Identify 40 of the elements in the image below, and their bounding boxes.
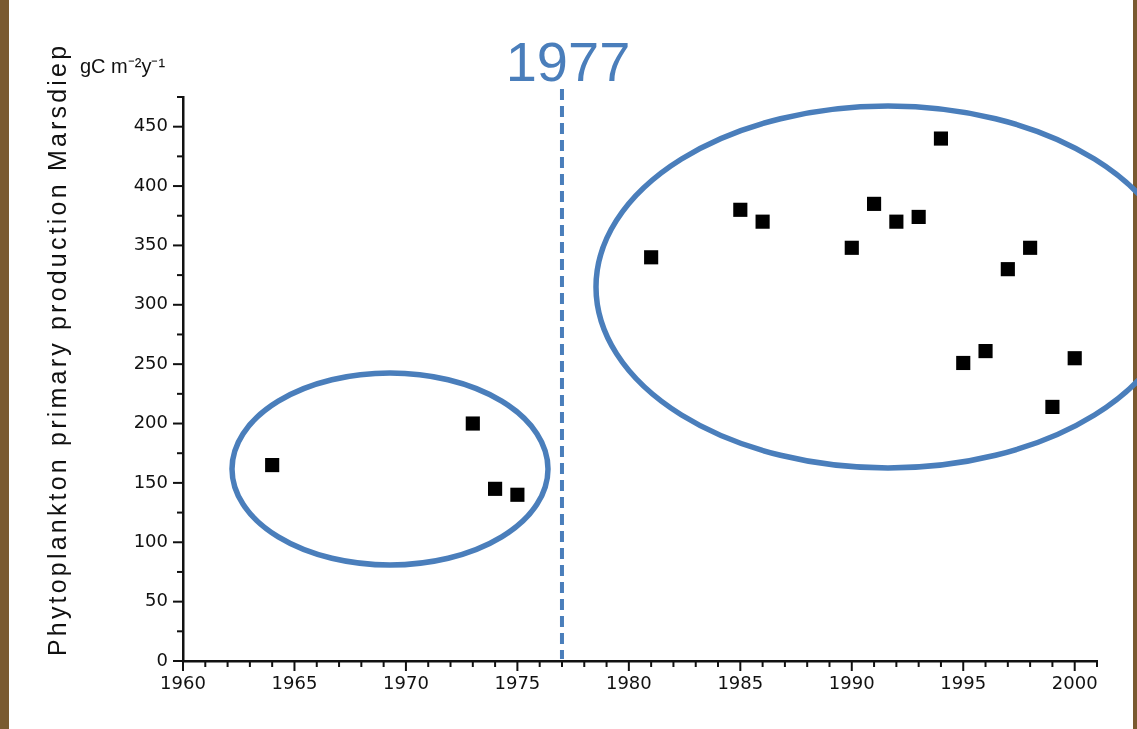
- y-tick-label: 50: [145, 589, 168, 611]
- y-axis-title: Phytoplankton primary production Marsdiep: [42, 42, 72, 656]
- point: [911, 209, 926, 224]
- x-tick-label: 1975: [494, 672, 541, 694]
- point: [956, 355, 971, 371]
- x-tick-label: 1990: [828, 672, 875, 694]
- y-tick-label: 100: [133, 529, 168, 551]
- y-tick-label: 400: [133, 173, 168, 195]
- point: [755, 214, 770, 229]
- point: [488, 481, 503, 496]
- x-tick-label: 1985: [717, 672, 764, 694]
- point: [844, 240, 859, 255]
- point: [644, 250, 659, 265]
- y-tick-label: 200: [133, 411, 168, 433]
- y-tick-label: 250: [133, 351, 168, 373]
- y-tick-label: 450: [133, 114, 168, 136]
- x-tick-label: 1970: [383, 672, 429, 694]
- point: [1000, 262, 1015, 277]
- point: [1023, 240, 1038, 255]
- point: [978, 344, 993, 359]
- point: [733, 202, 748, 217]
- point: [1067, 351, 1082, 366]
- point: [933, 131, 949, 146]
- ref-line-label: 1977: [505, 30, 631, 93]
- point: [867, 196, 882, 211]
- x-tick-label: 1995: [940, 672, 987, 694]
- x-tick-label: 2000: [1051, 672, 1098, 694]
- point: [1045, 399, 1060, 414]
- y-tick-label: 0: [156, 648, 168, 670]
- point: [510, 487, 525, 502]
- y-tick-label: 150: [133, 470, 168, 492]
- text: gC m⁻²y⁻¹: [80, 54, 166, 78]
- y-tick-label: 350: [133, 233, 168, 255]
- y-tick-label: 300: [133, 292, 168, 314]
- point: [265, 458, 280, 473]
- point: [889, 214, 904, 229]
- x-tick-label: 1965: [271, 672, 318, 694]
- x-tick-label: 1960: [160, 672, 206, 694]
- x-tick-label: 1980: [605, 672, 652, 694]
- point: [465, 416, 480, 431]
